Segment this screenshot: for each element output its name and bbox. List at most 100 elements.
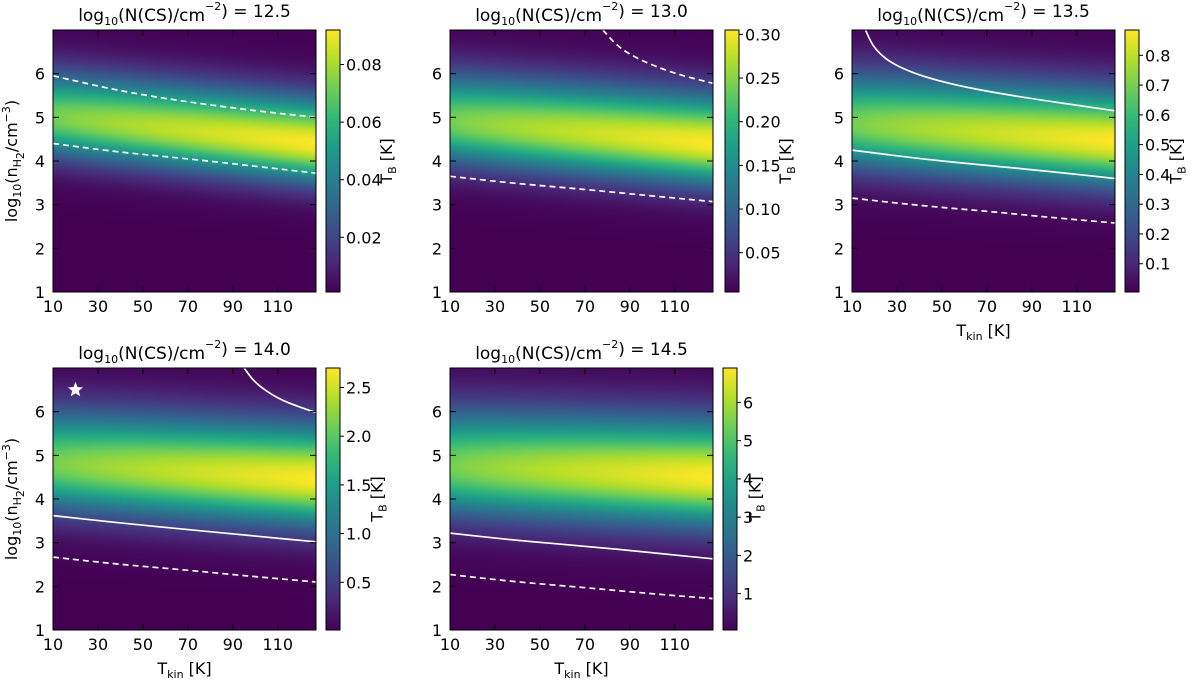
colorbar-tick-label: 2.0 (346, 427, 371, 446)
panel-title-part: (N(CS)/cm (515, 6, 602, 26)
contour-dashed-2 (53, 142, 316, 175)
panel-title-part: −2 (602, 0, 618, 13)
y-tick-label: 3 (35, 196, 45, 215)
y-tick-label: 3 (432, 534, 442, 553)
y-tick-label: 4 (35, 490, 45, 509)
y-tick-label: 3 (35, 534, 45, 553)
y-tick-label: 1 (432, 283, 442, 302)
panel-title-part: 10 (501, 15, 515, 28)
colorbar-tick-label: 0.3 (1145, 195, 1170, 214)
contour-solid-2 (53, 514, 316, 543)
heatmap-image (450, 368, 713, 630)
x-tick-label: 70 (178, 297, 198, 316)
x-tick-label: 70 (178, 635, 198, 654)
x-tick-label: 70 (977, 297, 997, 316)
x-tick-label: 110 (263, 635, 294, 654)
x-tick-label: 30 (887, 297, 907, 316)
panel-title-part: 10 (903, 15, 917, 28)
y-tick-label: 2 (35, 239, 45, 258)
colorbar-tick-label: 5 (743, 432, 753, 451)
panel-title-part: 10 (104, 353, 118, 366)
x-tick-label: 10 (43, 297, 63, 316)
y-tick-label: 2 (35, 577, 45, 596)
panel-title-part: log (475, 344, 501, 364)
colorbar-tick-label: 0.06 (346, 113, 382, 132)
contour-dashed-1 (53, 74, 316, 119)
colorbar-tick-label: 1.5 (346, 476, 371, 495)
x-tick-label: 30 (88, 297, 108, 316)
colorbar-tick-label: 0.5 (1145, 136, 1170, 155)
colorbar-frame (325, 367, 341, 631)
x-tick-label: 30 (485, 297, 505, 316)
heatmap-image (852, 30, 1115, 292)
colorbar (326, 368, 340, 630)
y-tick-label: 5 (432, 108, 442, 127)
colorbar-tick-label: 0.8 (1145, 46, 1170, 65)
colorbar-tick-label: 1.0 (346, 525, 371, 544)
panel-title-part: (N(CS)/cm (118, 6, 205, 26)
panel-title: log10(N(CS)/cm−2) = 14.0 (78, 338, 291, 366)
panel-title-part: 10 (501, 353, 515, 366)
colorbar (723, 368, 737, 630)
contour-dashed-3 (53, 556, 316, 583)
x-tick-label: 50 (133, 297, 153, 316)
y-tick-label: 6 (35, 403, 45, 422)
colorbar-tick-label: 0.2 (1145, 225, 1170, 244)
x-tick-label: 10 (440, 297, 460, 316)
colorbar-tick-label: 0.05 (745, 244, 781, 263)
colorbar-tick-label: 0.08 (346, 56, 382, 75)
y-tick-label: 3 (834, 196, 844, 215)
y-tick-label: 1 (432, 621, 442, 640)
colorbar-label: TB [K] (377, 138, 399, 184)
heatmap-image (53, 30, 316, 292)
x-tick-label: 50 (530, 635, 550, 654)
x-tick-label: 110 (263, 297, 294, 316)
y-tick-label: 6 (834, 65, 844, 84)
x-axis-label: Tkin [K] (553, 659, 608, 681)
panel-title-part: −2 (205, 0, 221, 13)
x-axis-label: Tkin [K] (156, 659, 211, 681)
y-tick-label: 1 (35, 621, 45, 640)
colorbar-tick-label: 0.02 (346, 228, 382, 247)
colorbar-tick-label: 3 (743, 508, 753, 527)
colorbar-frame (724, 29, 740, 293)
contour-solid-1 (450, 532, 713, 560)
colorbar-tick-label: 0.20 (745, 113, 781, 132)
contour-dashed-3 (852, 197, 1115, 224)
x-tick-label: 90 (1022, 297, 1042, 316)
star-marker (67, 381, 84, 397)
y-tick-label: 1 (834, 283, 844, 302)
panel-title: log10(N(CS)/cm−2) = 12.5 (78, 0, 291, 28)
x-tick-label: 10 (842, 297, 862, 316)
panel-title: log10(N(CS)/cm−2) = 14.5 (475, 338, 688, 366)
contour-solid-1 (864, 30, 1115, 112)
colorbar-tick-label: 0.04 (346, 171, 382, 190)
panel-title-part: −2 (205, 338, 221, 351)
colorbar-tick-label: 0.15 (745, 156, 781, 175)
y-tick-label: 6 (432, 403, 442, 422)
panel-title-part: log (78, 344, 104, 364)
y-tick-label: 4 (432, 152, 442, 171)
colorbar-label: TB [K] (776, 138, 798, 184)
y-tick-label: 2 (432, 577, 442, 596)
colorbar-tick-label: 0.5 (346, 573, 371, 592)
panel-title-part: log (877, 6, 903, 26)
panel-title-part: ) = 13.5 (1020, 2, 1090, 22)
x-tick-label: 30 (485, 635, 505, 654)
y-tick-label: 2 (834, 239, 844, 258)
y-tick-label: 4 (35, 152, 45, 171)
colorbar-tick-label: 0.25 (745, 69, 781, 88)
colorbar-tick-label: 2.5 (346, 378, 371, 397)
colorbar-tick-label: 1 (743, 585, 753, 604)
colorbar-tick-label: 6 (743, 393, 753, 412)
x-tick-label: 70 (575, 635, 595, 654)
x-tick-label: 90 (223, 635, 243, 654)
x-tick-label: 10 (440, 635, 460, 654)
colorbar (1125, 30, 1139, 292)
panel-title: log10(N(CS)/cm−2) = 13.5 (877, 0, 1090, 28)
x-tick-label: 90 (620, 297, 640, 316)
colorbar-tick-label: 0.7 (1145, 76, 1170, 95)
